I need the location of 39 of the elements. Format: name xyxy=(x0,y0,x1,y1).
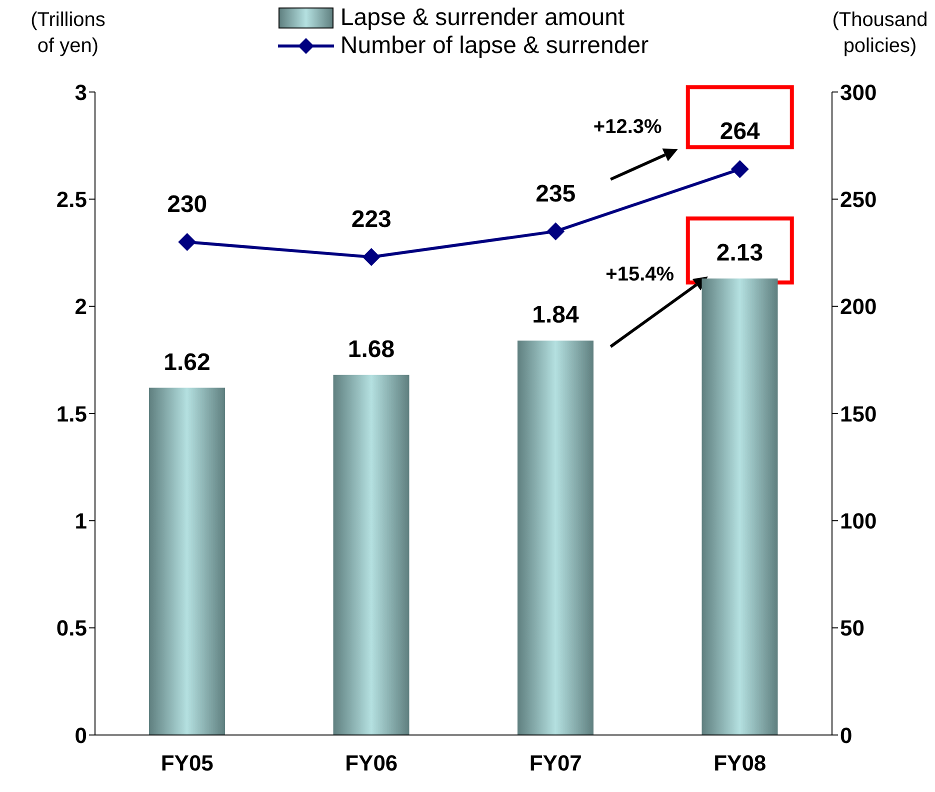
data-label: 230 xyxy=(167,191,208,218)
data-label: 1.84 xyxy=(532,302,580,329)
y-axis-title: (Trillions of yen) xyxy=(30,9,106,57)
point xyxy=(730,160,749,178)
x-tick-label: FY07 xyxy=(529,750,582,776)
data-label: 235 xyxy=(536,180,576,208)
bar xyxy=(518,340,594,735)
data-label: 1.62 xyxy=(164,348,210,376)
annotation: +15.4% xyxy=(606,263,674,286)
y2-tick-label: 100 xyxy=(840,508,877,534)
x-tick-label: FY05 xyxy=(160,750,214,776)
y2-tick-label: 0 xyxy=(840,722,852,748)
y-tick-label: 2 xyxy=(74,294,87,320)
annotation: +12.3% xyxy=(593,116,662,138)
y-tick-label: 2.5 xyxy=(56,186,87,212)
data-label: 264 xyxy=(720,118,761,146)
x-tick-label: FY08 xyxy=(714,750,766,776)
y2-tick-label: 150 xyxy=(840,401,877,426)
y2-tick-label: 200 xyxy=(840,294,877,320)
data-label: 2.13 xyxy=(716,239,764,266)
y2-tick-label: 50 xyxy=(840,616,864,641)
y-tick-label: 1.5 xyxy=(56,401,87,426)
y2-tick-label: 250 xyxy=(840,186,877,212)
legend-label: Lapse & surrender amount xyxy=(340,4,625,32)
y2-axis-title: (Thousand policies) xyxy=(832,9,928,57)
y-tick-label: 0.5 xyxy=(56,616,87,641)
data-label: 1.68 xyxy=(348,336,395,363)
point xyxy=(362,248,380,266)
bar xyxy=(149,388,225,735)
bar xyxy=(333,374,410,735)
y2-tick-label: 300 xyxy=(840,80,877,105)
data-label: 223 xyxy=(351,206,392,234)
y-tick-label: 0 xyxy=(74,722,87,748)
legend-label: Number of lapse & surrender xyxy=(340,32,649,60)
y-tick-label: 3 xyxy=(74,80,87,105)
point xyxy=(546,222,565,240)
x-tick-label: FY06 xyxy=(345,750,398,776)
y-tick-label: 1 xyxy=(74,508,87,534)
point xyxy=(178,233,196,252)
